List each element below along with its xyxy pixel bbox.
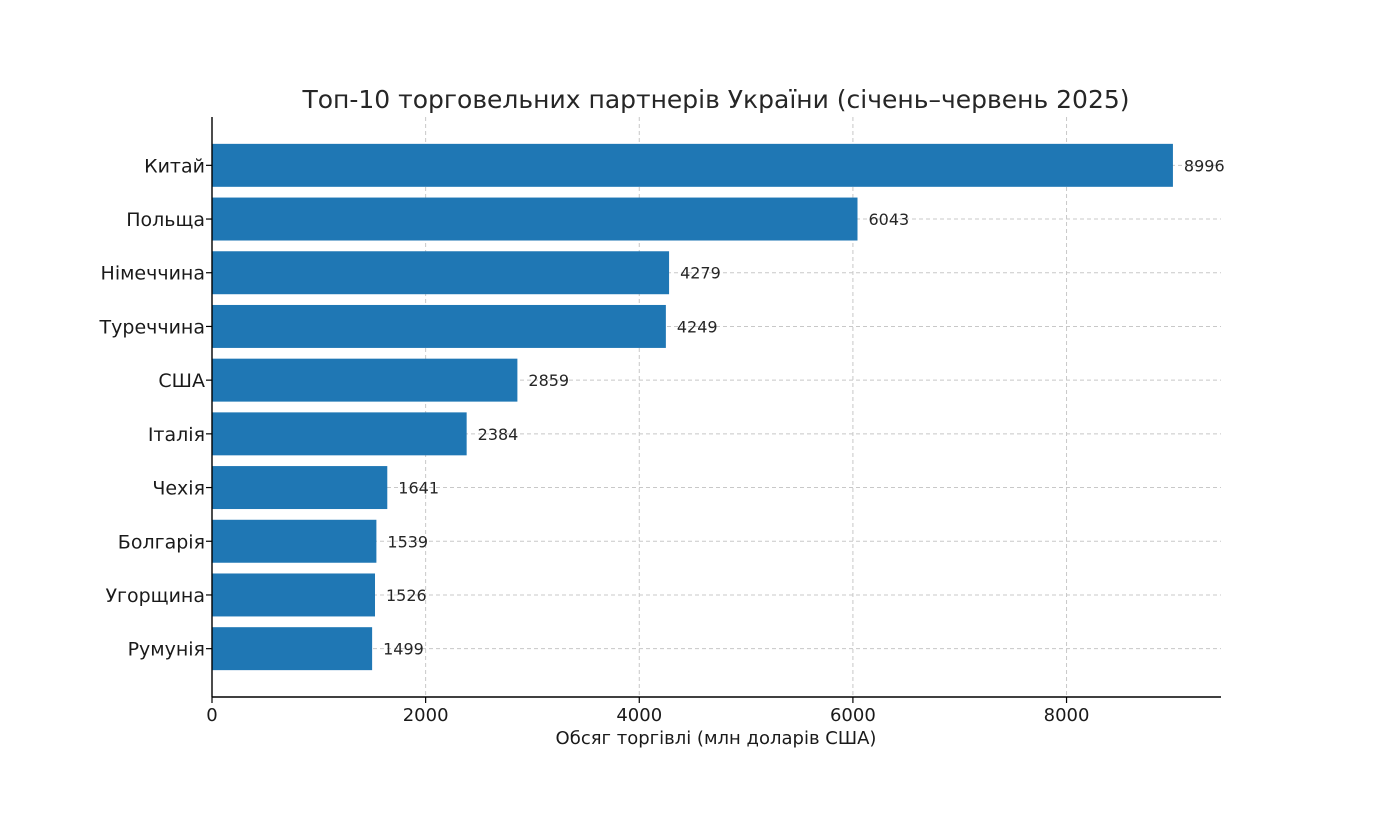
- x-tick-label: 4000: [616, 705, 662, 726]
- x-tick-label: 2000: [403, 705, 449, 726]
- x-axis-label: Обсяг торгівлі (млн доларів США): [556, 728, 877, 749]
- labels: 0 2000 4000 6000 8000 Китай 8996 Польща 6043 Німе…: [99, 155, 1225, 726]
- category-label: Чехія: [152, 478, 205, 500]
- bar: [212, 143, 1173, 187]
- category-label: Польща: [126, 209, 205, 231]
- x-tick-label: 6000: [830, 705, 876, 726]
- bar: [212, 519, 377, 563]
- bar: [212, 412, 467, 456]
- bar: [212, 197, 858, 241]
- bar: [212, 573, 376, 617]
- bar: [212, 466, 388, 510]
- value-label: 4279: [680, 264, 721, 283]
- value-label: 1641: [398, 479, 439, 498]
- value-label: 1499: [383, 640, 424, 659]
- category-label: Китай: [144, 155, 205, 177]
- value-label: 4249: [677, 317, 718, 336]
- bar: [212, 358, 518, 402]
- x-tick-label: 8000: [1044, 705, 1090, 726]
- category-label: Угорщина: [105, 585, 205, 607]
- value-label: 6043: [868, 210, 909, 229]
- value-label: 2859: [528, 371, 569, 390]
- category-label: Італія: [148, 424, 205, 446]
- value-label: 1539: [387, 532, 428, 551]
- bars: [212, 143, 1173, 671]
- value-label: 8996: [1184, 156, 1225, 175]
- category-label: США: [158, 370, 205, 392]
- bar: [212, 627, 373, 671]
- value-label: 2384: [478, 425, 519, 444]
- bar: [212, 251, 670, 295]
- category-label: Німеччина: [101, 263, 205, 285]
- bar: [212, 304, 666, 348]
- category-label: Болгарія: [118, 531, 205, 553]
- category-label: Румунія: [128, 639, 205, 661]
- x-tick-label: 0: [206, 705, 217, 726]
- value-label: 1526: [386, 586, 427, 605]
- chart-title: Топ-10 торговельних партнерів України (с…: [301, 85, 1129, 114]
- category-label: Туреччина: [99, 316, 205, 338]
